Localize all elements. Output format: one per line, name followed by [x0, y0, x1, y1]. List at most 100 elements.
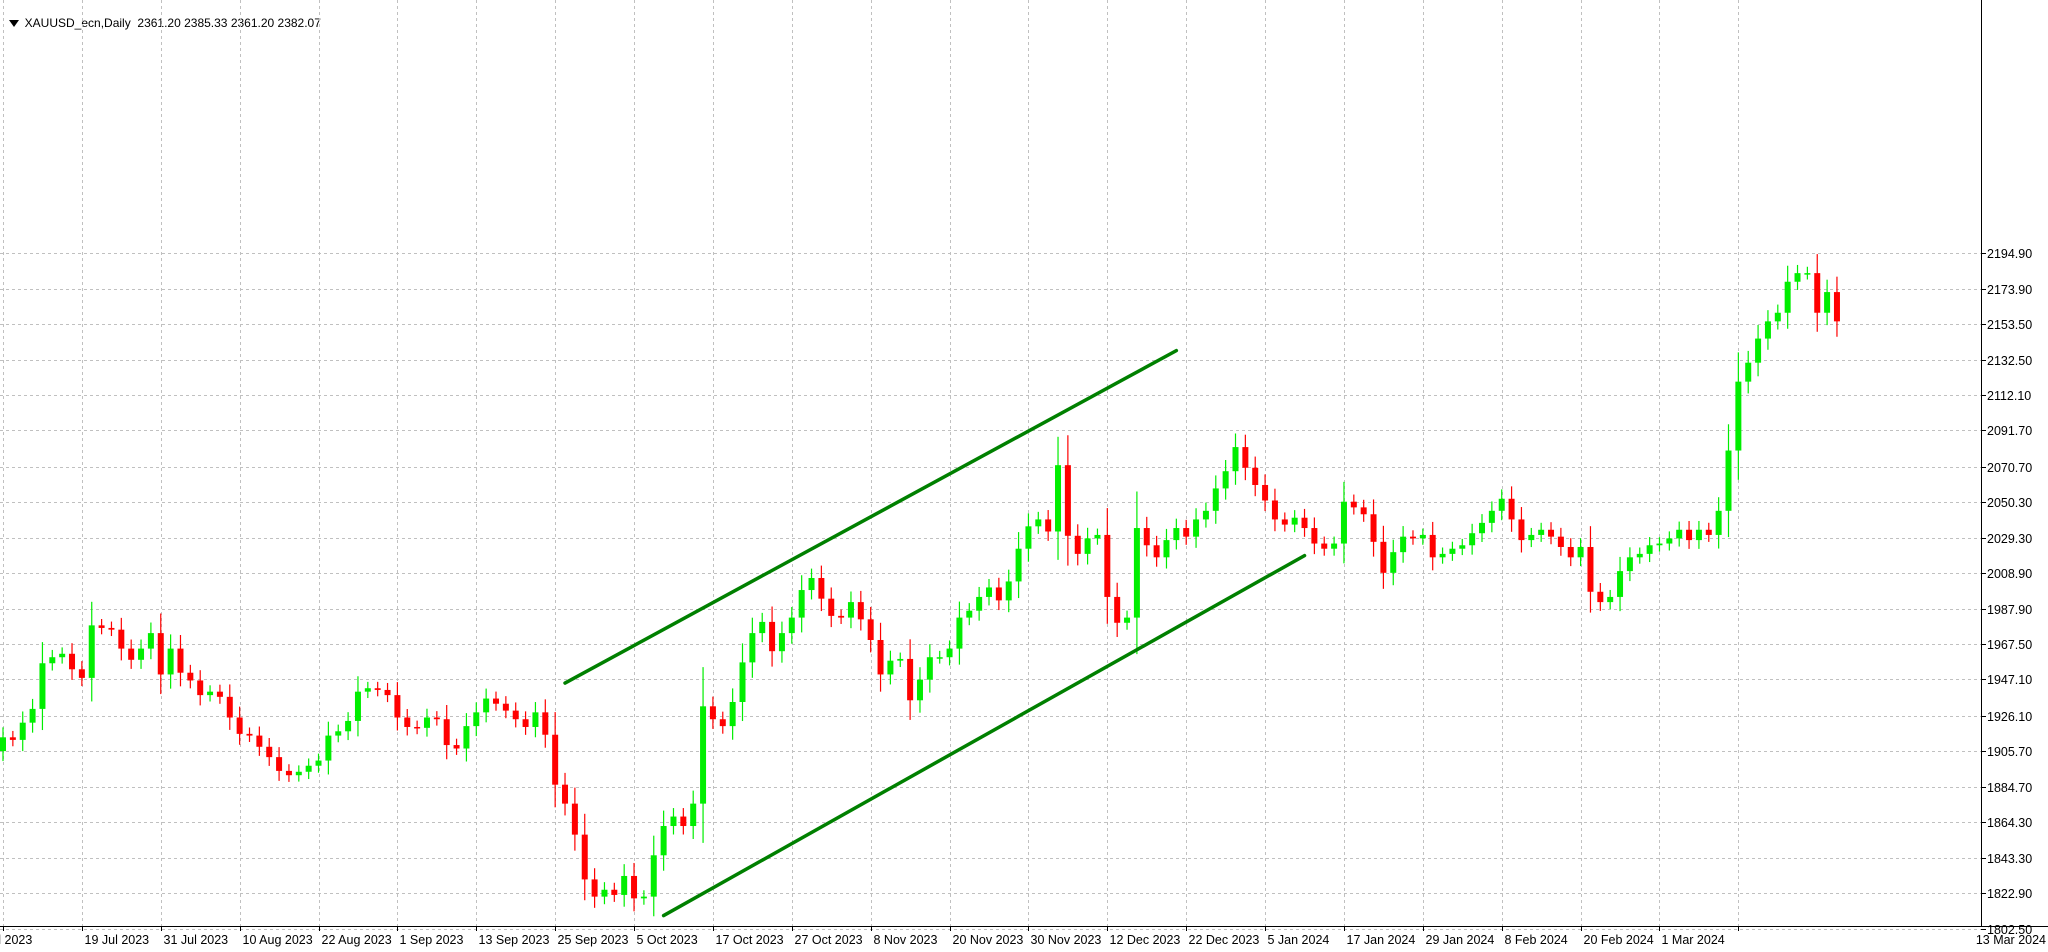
time-axis[interactable]: 7 Jul 2023 19 Jul 2023 31 Jul 2023 10 Aug 2… [0, 926, 2046, 947]
price-tick-label: 1802.50 [1987, 923, 2032, 937]
candle-bull [670, 808, 677, 835]
candle-bear [98, 618, 105, 635]
candle-bear [9, 730, 16, 747]
candle-body [1518, 519, 1525, 541]
candle-body [542, 712, 549, 735]
candle-bear [276, 747, 283, 781]
candle-bear [197, 670, 204, 706]
candle-bull [1133, 491, 1140, 655]
candle-bull [1725, 424, 1732, 538]
candle-bear [285, 764, 292, 782]
candle-bull [1094, 528, 1101, 545]
candle-body [1074, 535, 1081, 554]
candle-body [315, 760, 322, 766]
candle-bear [995, 577, 1002, 611]
price-tick-label: 2194.90 [1987, 247, 2032, 261]
candle-bull [1646, 537, 1653, 563]
collapse-triangle-icon[interactable] [8, 20, 19, 28]
candle-bear [1350, 494, 1357, 515]
trendlines[interactable] [563, 348, 1307, 918]
candle-body [1824, 292, 1831, 313]
candle-body [680, 816, 687, 827]
candle-body [394, 695, 401, 718]
time-tick-label: 17 Oct 2023 [716, 933, 784, 947]
candle-bull [788, 607, 795, 644]
candle-bear [907, 639, 914, 720]
time-tick-label: 7 Jul 2023 [0, 933, 32, 947]
candle-body [1409, 536, 1416, 539]
candle-body [147, 633, 154, 649]
price-tick-label: 2070.70 [1987, 461, 2032, 475]
candle-body [108, 627, 115, 630]
candle-body [256, 735, 263, 747]
candle-bear [611, 882, 618, 902]
candle-bull [1400, 526, 1407, 563]
price-tick-label: 2091.70 [1987, 424, 2032, 438]
candle-bull [1794, 264, 1801, 290]
time-tick-label: 1 Sep 2023 [400, 933, 464, 947]
candle-body [1094, 534, 1101, 539]
candle-bull [315, 753, 322, 773]
candle-bear [1705, 522, 1712, 542]
candle-body [591, 879, 598, 897]
price-tick-label: 1967.50 [1987, 638, 2032, 652]
candle-body [1764, 321, 1771, 339]
candle-body [236, 717, 243, 734]
candle-bull [1636, 547, 1643, 564]
candle-body [867, 619, 874, 640]
trendline-upper [563, 348, 1179, 685]
candle-bear [1409, 530, 1416, 545]
candle-body [0, 737, 6, 752]
time-tick-label: 29 Jan 2024 [1426, 933, 1495, 947]
candle-body [562, 784, 569, 804]
price-tick-label: 1822.90 [1987, 887, 2032, 901]
candle-body [1045, 519, 1052, 532]
candle-bull [1025, 513, 1032, 562]
candle-body [69, 653, 76, 670]
time-tick-label: 8 Nov 2023 [874, 933, 938, 947]
candle-bull [423, 708, 430, 737]
candle-bull [1617, 556, 1624, 612]
candle-body [1419, 534, 1426, 539]
candle-body [966, 610, 973, 618]
candle-bull [88, 601, 95, 702]
candle-body [1745, 362, 1752, 382]
candle-body [700, 706, 707, 804]
time-tick-label: 5 Jan 2024 [1268, 933, 1330, 947]
candle-body [897, 658, 904, 661]
candle-bear [769, 606, 776, 667]
candle-bull [1774, 304, 1781, 330]
candle-body [1252, 467, 1259, 485]
candle-bear [719, 711, 726, 734]
candle-body [1035, 519, 1042, 527]
candle-bear [1153, 535, 1160, 567]
time-tick-label: 12 Dec 2023 [1110, 933, 1181, 947]
candle-body [926, 657, 933, 680]
candle-body [631, 875, 638, 899]
candle-body [808, 577, 815, 591]
candle-bull [1419, 528, 1426, 545]
candle-body [1607, 596, 1614, 603]
candle-bull [749, 617, 756, 678]
chart-header: XAUUSD_ecn,Daily 2361.20 2385.33 2361.20… [2, 2, 321, 30]
symbol-label: XAUUSD_ecn,Daily [24, 16, 131, 30]
candle-body [29, 708, 36, 723]
candle-bull [1005, 569, 1012, 613]
candle-bull [1784, 265, 1791, 329]
candle-body [739, 662, 746, 703]
candle-bear [1242, 434, 1249, 481]
candle-body [1567, 546, 1574, 558]
candle-bull [1577, 538, 1584, 567]
candle-bear [1311, 517, 1318, 555]
candle-bear [493, 691, 499, 711]
candle-bull [147, 622, 154, 660]
candle-bull [39, 642, 46, 731]
candle-body [1114, 596, 1121, 623]
trendline-lower [661, 553, 1307, 918]
price-axis[interactable]: 2194.90 2173.90 2153.50 2132.50 2112.10 2091.… [1981, 247, 2032, 937]
candle-bull [1755, 324, 1762, 377]
candle-body [1833, 292, 1840, 322]
candle-body [1124, 617, 1131, 623]
candle-bull [1695, 520, 1702, 549]
